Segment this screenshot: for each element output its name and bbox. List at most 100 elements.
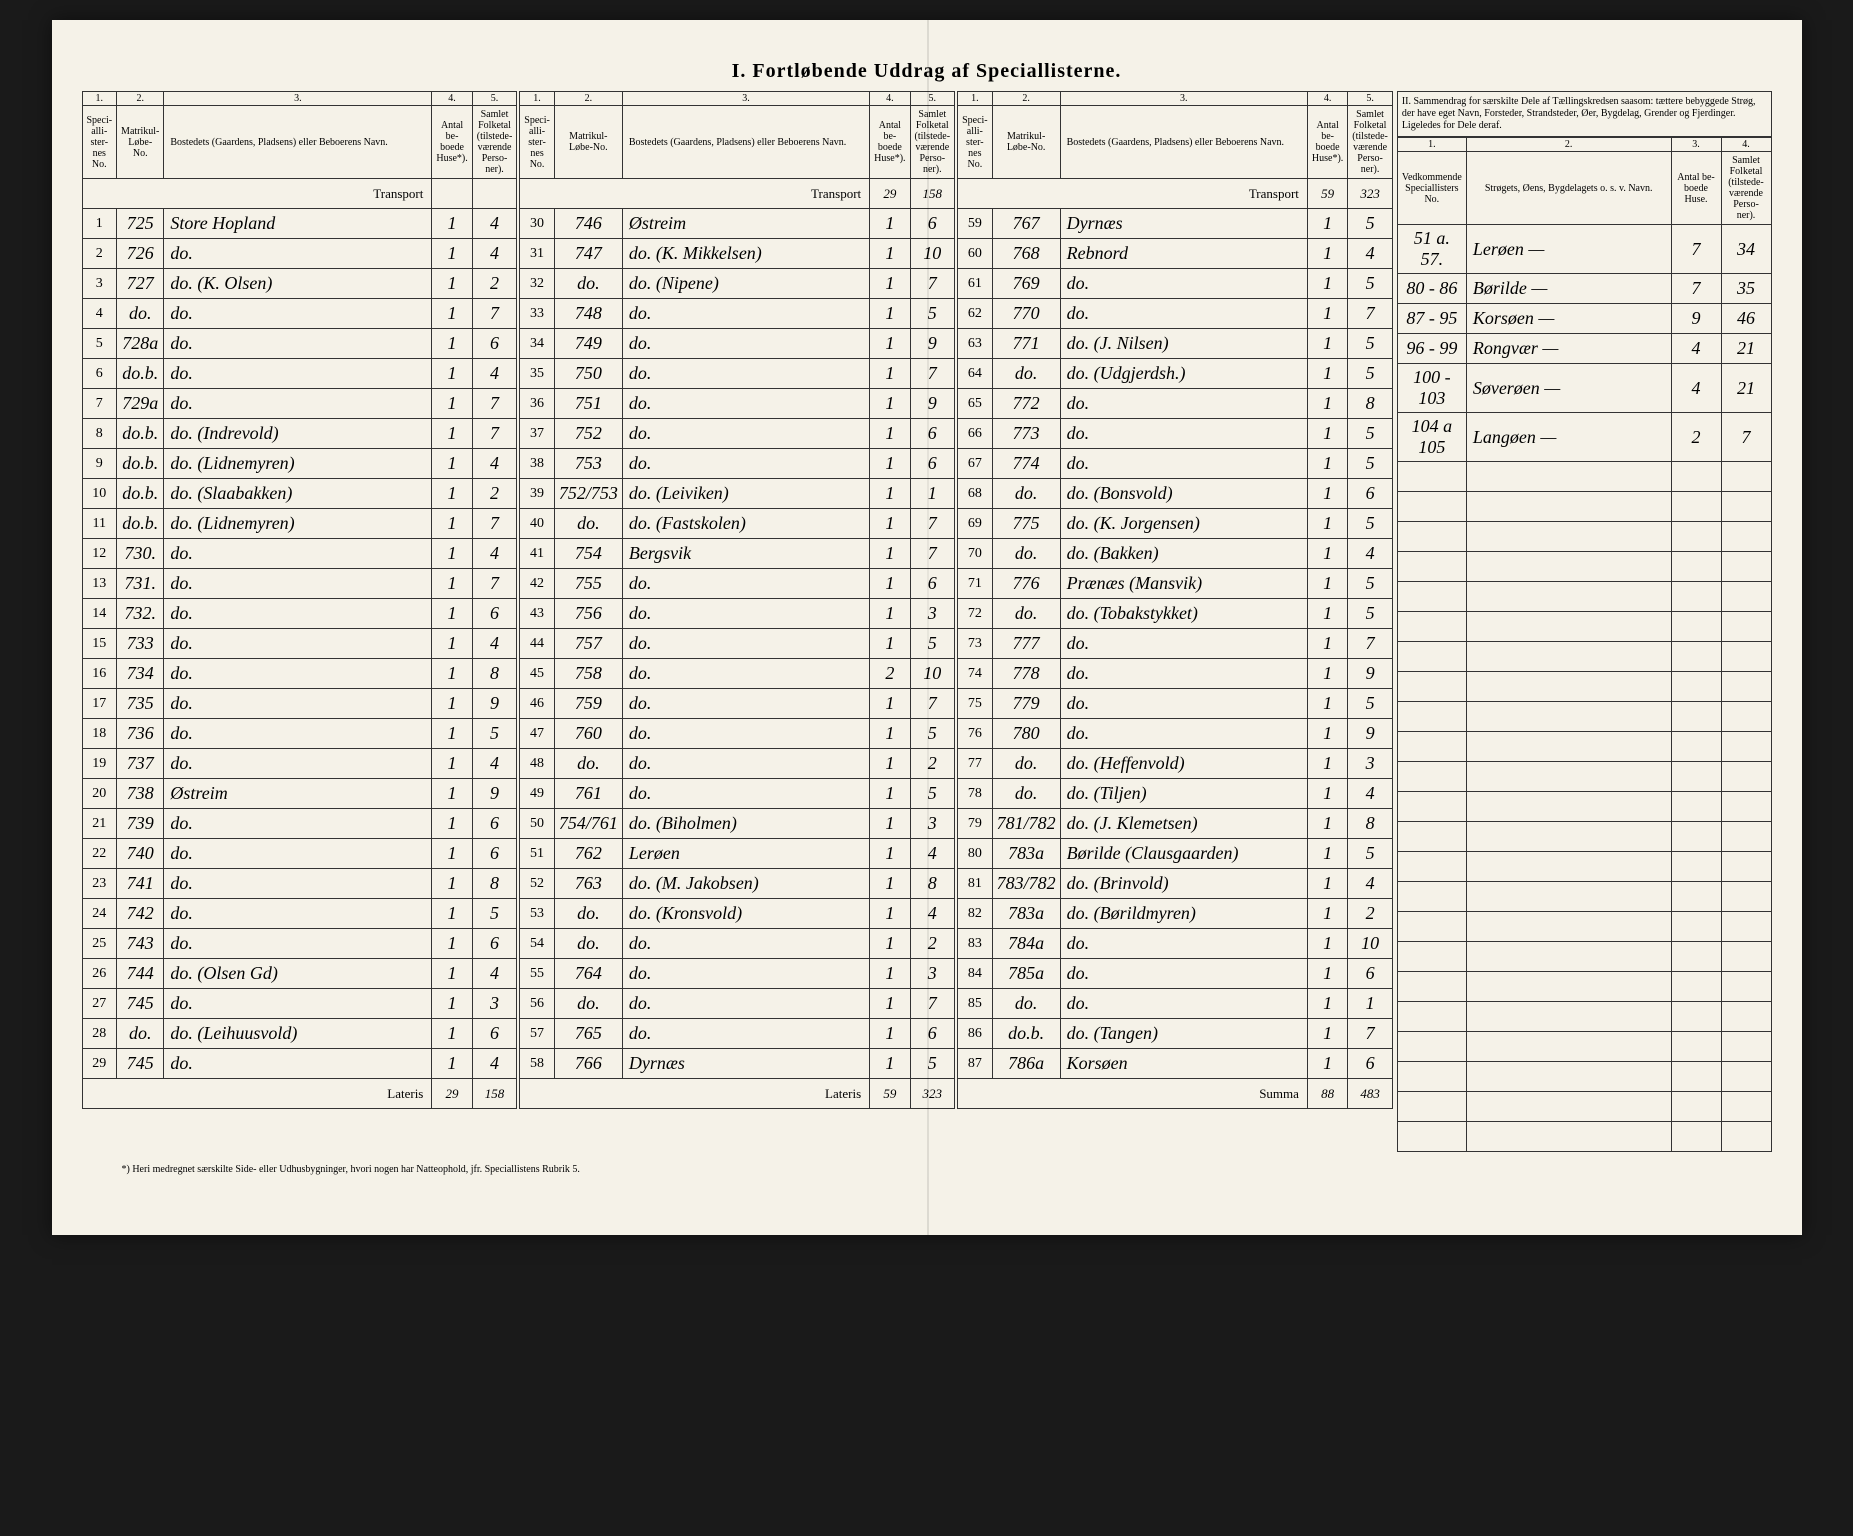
row-num: 59 (958, 209, 993, 239)
col-number: 2. (992, 92, 1060, 106)
transport-row: Transport (82, 179, 517, 209)
block-a: 1.2.3.4.5.Speci-alli-ster-nes No.Matriku… (82, 91, 518, 1152)
row-num: 37 (520, 419, 555, 449)
table-row: 72do.do. (Tobakstykket)15 (958, 599, 1393, 629)
empty-cell (1466, 1032, 1671, 1062)
place-name: do. (Leihuusvold) (164, 1019, 432, 1049)
transport-row: Transport59323 (958, 179, 1393, 209)
houses: 1 (870, 1019, 910, 1049)
row-num: 39 (520, 479, 555, 509)
place-name: do. (Fastskolen) (622, 509, 869, 539)
row-num: 76 (958, 719, 993, 749)
matr-no: 772 (992, 389, 1060, 419)
houses: 1 (432, 449, 472, 479)
table-b: 1.2.3.4.5.Speci-alli-ster-nes No.Matriku… (519, 91, 955, 1109)
persons: 6 (472, 599, 517, 629)
matr-no: 742 (117, 899, 164, 929)
col-number: 1. (1397, 138, 1466, 152)
houses: 1 (870, 809, 910, 839)
houses: 1 (870, 209, 910, 239)
persons: 8 (910, 869, 955, 899)
empty-cell (1466, 732, 1671, 762)
col-number: 3. (622, 92, 869, 106)
matr-no: 753 (554, 449, 622, 479)
matr-no: 776 (992, 569, 1060, 599)
persons: 5 (1348, 509, 1393, 539)
table-row: 63771do. (J. Nilsen)15 (958, 329, 1393, 359)
table-row: 87 - 95Korsøen —946 (1397, 304, 1771, 334)
table-row: 73777do.17 (958, 629, 1393, 659)
houses: 1 (870, 239, 910, 269)
empty-row (1397, 702, 1771, 732)
row-num: 51 (520, 839, 555, 869)
matr-no: 738 (117, 779, 164, 809)
row-num: 72 (958, 599, 993, 629)
empty-cell (1397, 942, 1466, 972)
persons: 9 (910, 389, 955, 419)
persons: 21 (1721, 334, 1771, 364)
matr-no: do.b. (992, 1019, 1060, 1049)
table-row: 29745do.14 (82, 1049, 517, 1079)
place-name: do. (622, 389, 869, 419)
houses: 1 (870, 359, 910, 389)
place-name: do. (622, 719, 869, 749)
empty-row (1397, 462, 1771, 492)
matr-no: 754 (554, 539, 622, 569)
houses: 1 (432, 749, 472, 779)
matr-no: 743 (117, 929, 164, 959)
place-name: do. (J. Nilsen) (1060, 329, 1307, 359)
houses: 1 (1307, 299, 1347, 329)
empty-cell (1721, 882, 1771, 912)
matr-no: 766 (554, 1049, 622, 1079)
row-num: 73 (958, 629, 993, 659)
persons: 9 (910, 329, 955, 359)
col-number: 5. (1348, 92, 1393, 106)
houses: 1 (1307, 869, 1347, 899)
houses: 1 (1307, 359, 1347, 389)
col-number: 5. (910, 92, 955, 106)
persons: 2 (1348, 899, 1393, 929)
empty-row (1397, 852, 1771, 882)
persons: 6 (472, 1019, 517, 1049)
matr-no: 745 (117, 1049, 164, 1079)
place-name: do. (164, 299, 432, 329)
matr-no: 784a (992, 929, 1060, 959)
houses: 1 (870, 749, 910, 779)
houses: 1 (870, 299, 910, 329)
table-row: 68do.do. (Bonsvold)16 (958, 479, 1393, 509)
empty-cell (1397, 612, 1466, 642)
table-row: 45758do.210 (520, 659, 955, 689)
persons: 5 (1348, 419, 1393, 449)
place-name: do. (Tobakstykket) (1060, 599, 1307, 629)
empty-cell (1721, 912, 1771, 942)
houses: 1 (432, 809, 472, 839)
table-row: 56do.do.17 (520, 989, 955, 1019)
houses: 1 (1307, 389, 1347, 419)
houses: 1 (870, 599, 910, 629)
empty-cell (1721, 1122, 1771, 1152)
persons: 2 (472, 269, 517, 299)
persons: 2 (910, 749, 955, 779)
row-num: 32 (520, 269, 555, 299)
row-num: 56 (520, 989, 555, 1019)
empty-cell (1671, 522, 1721, 552)
place-name: do. (Nipene) (622, 269, 869, 299)
col-header: Speci-alli-ster-nes No. (958, 106, 993, 179)
persons: 6 (1348, 479, 1393, 509)
empty-cell (1397, 1032, 1466, 1062)
matr-no: 785a (992, 959, 1060, 989)
matr-no: 745 (117, 989, 164, 1019)
empty-cell (1721, 1092, 1771, 1122)
row-num: 68 (958, 479, 993, 509)
empty-cell (1721, 852, 1771, 882)
lateris-huse: 29 (432, 1079, 472, 1109)
persons: 9 (472, 689, 517, 719)
empty-row (1397, 762, 1771, 792)
table-row: 38753do.16 (520, 449, 955, 479)
place-name: do. (622, 779, 869, 809)
houses: 1 (870, 959, 910, 989)
houses: 1 (1307, 959, 1347, 989)
spec-no: 100 - 103 (1397, 364, 1466, 413)
place-name: do. (Tiljen) (1060, 779, 1307, 809)
houses: 1 (1307, 599, 1347, 629)
